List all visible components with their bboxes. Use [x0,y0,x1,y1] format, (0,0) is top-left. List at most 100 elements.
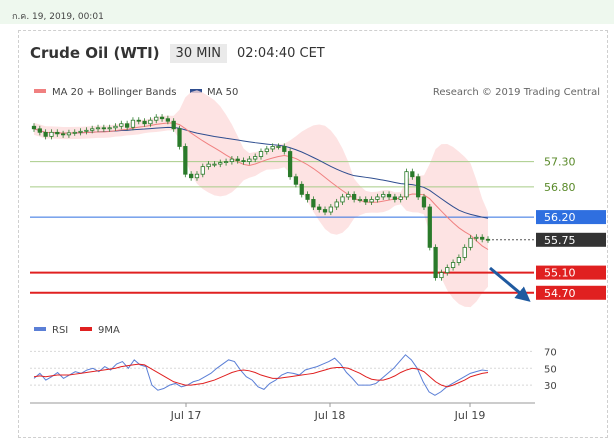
candle-body [287,151,293,178]
ma20-legend-label: MA 20 + Bollinger Bands [52,87,176,98]
x-tick-label: Jul 18 [314,409,346,422]
level-label-55-10: 55.10 [544,267,576,280]
candle-body [253,156,258,160]
ma9-legend-label: 9MA [98,325,120,336]
candle-body [270,146,275,150]
datetime-stamp: ก.ค. 19, 2019, 00:01 [12,12,104,22]
candle-body [334,201,339,208]
candle-body [113,125,118,129]
candle-body [445,267,450,273]
candle-body [125,123,130,128]
x-axis-ticks: Jul 17 Jul 18 Jul 19 [170,403,486,422]
candle-body [474,236,479,239]
candle-body [159,116,165,120]
level-badge-56-20 [536,210,606,225]
candle-body [398,196,403,200]
candle-body [171,120,176,130]
candle-body [223,161,229,164]
candle-body [427,206,432,248]
candle-body [392,196,397,200]
candle-body [276,146,281,148]
bollinger-band-area [34,90,488,308]
candle-body [322,209,328,213]
candle-body [328,206,333,213]
candle-body [416,176,421,198]
candle-body [60,133,66,136]
candle-body [136,119,141,122]
candle-body [55,131,60,135]
candle-body [386,193,392,198]
bollinger-bands [34,90,488,308]
candle-body [31,125,37,130]
candle-body [375,196,380,200]
level-badge-55-10 [536,265,606,280]
candle-body [218,162,223,165]
candle-body [363,199,368,203]
level-badge-54-70 [536,285,606,300]
candle-body [84,129,89,132]
candle-body [433,246,438,279]
rsi-tick-30: 30 [544,381,557,392]
rsi-panel: 70 50 30 [30,347,557,396]
chart-time: 02:04:40 CET [237,45,325,61]
candle-body [43,131,48,137]
candle-body [317,206,322,210]
candle-body [450,262,456,268]
candle-body [200,166,205,175]
top-date-bar: ก.ค. 19, 2019, 00:01 [0,0,614,24]
level-price-labels: 57.30 56.80 56.20 55.75 55.10 54.70 [536,156,606,300]
candle-body [439,272,444,279]
candle-body [119,123,124,127]
candle-body [66,132,72,136]
instrument-title: Crude Oil (WTI) [30,44,160,62]
rsi-legend-label: RSI [52,325,68,336]
candle-body [468,237,473,248]
timeframe-badge[interactable]: 30 MIN [169,43,227,63]
rsi-tick-70: 70 [544,347,557,358]
candle-body [142,120,147,125]
candle-body [480,236,485,240]
candle-body [130,119,136,128]
level-label-55-75: 55.75 [544,234,576,247]
x-tick-label: Jul 17 [170,409,202,422]
candlesticks [31,114,491,281]
candle-body [282,146,287,152]
candle-body [107,127,112,130]
candle-body [381,193,386,198]
candle-body [369,199,374,203]
candle-body [194,173,200,179]
candle-body [293,176,299,185]
ma9-legend-swatch [80,327,92,331]
candle-body [485,238,491,241]
candle-body [311,199,316,208]
candle-body [462,246,467,258]
candle-body [235,158,240,161]
candle-body [165,118,170,122]
candle-body [78,130,83,133]
candle-body [154,116,159,121]
level-label-54-70: 54.70 [544,287,576,300]
candle-body [346,193,351,198]
candle-body [90,128,95,131]
candle-body [206,163,211,168]
candle-body [247,158,252,162]
level-label-56-20: 56.20 [544,211,576,224]
forecast-arrow [489,266,531,302]
rsi-tick-50: 50 [544,364,557,375]
candle-body [241,160,246,162]
x-tick-label: Jul 19 [454,409,486,422]
rsi-ma9-line [33,363,489,388]
ma20-legend-swatch [34,89,46,93]
level-label-57-30: 57.30 [544,156,576,169]
chart-panel [18,30,608,438]
candle-body [410,171,415,178]
candle-body [212,163,217,166]
candle-body [357,199,363,201]
candle-body [72,131,77,134]
candle-body [352,193,357,200]
candle-body [189,173,194,179]
candle-body [177,128,182,147]
candle-body [258,151,264,157]
candle-body [229,158,235,162]
